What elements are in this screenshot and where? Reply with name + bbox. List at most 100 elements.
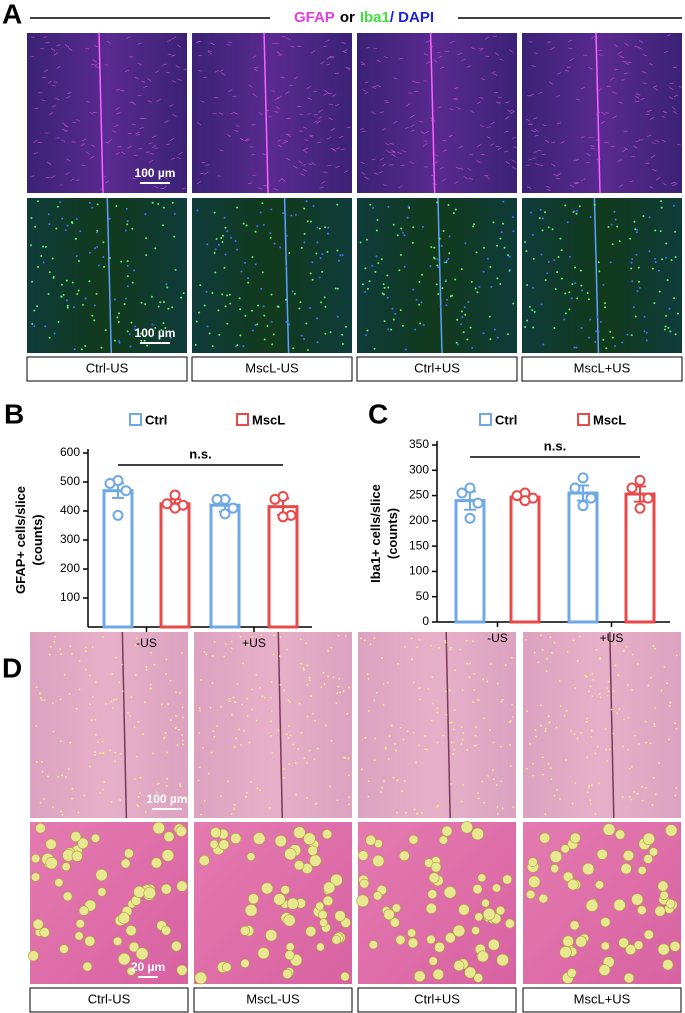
fiber — [200, 172, 205, 175]
fiber — [90, 144, 96, 147]
fiber — [677, 144, 682, 146]
fiber — [306, 85, 312, 89]
cell — [306, 684, 309, 686]
cell — [602, 338, 605, 341]
fiber — [137, 42, 142, 45]
cell — [99, 792, 102, 795]
cell — [387, 328, 390, 331]
cell — [236, 206, 239, 209]
cell — [454, 208, 457, 211]
fiber — [393, 120, 398, 124]
cell — [75, 218, 78, 221]
cell — [663, 328, 666, 331]
fiber — [393, 77, 398, 80]
legend-label: MscL — [593, 412, 626, 427]
cell — [228, 700, 231, 703]
cell — [563, 318, 566, 321]
cell — [482, 246, 485, 249]
fiber — [298, 130, 303, 132]
cell — [232, 696, 235, 699]
cell — [597, 261, 600, 264]
cell — [394, 312, 397, 315]
cell — [571, 802, 574, 805]
fiber — [469, 153, 474, 156]
significance-label: n.s. — [189, 446, 211, 461]
cell — [500, 745, 502, 748]
cell — [182, 292, 185, 295]
cell — [250, 781, 253, 783]
cell — [631, 280, 634, 283]
midline — [609, 631, 615, 819]
fiber — [323, 45, 328, 47]
fiber — [176, 156, 182, 160]
cell — [324, 305, 327, 308]
cell — [337, 259, 340, 262]
cell — [445, 304, 448, 307]
cell — [418, 303, 421, 306]
cell — [631, 258, 634, 261]
fiber — [207, 51, 212, 55]
cell — [85, 646, 87, 649]
fiber — [307, 97, 312, 101]
cell — [373, 347, 376, 350]
cell — [628, 795, 631, 798]
fiber — [470, 110, 475, 114]
cell — [376, 218, 379, 221]
neuron — [35, 822, 46, 834]
neuron — [458, 903, 470, 916]
neuron — [265, 929, 278, 942]
cell — [224, 643, 227, 645]
fiber — [197, 121, 202, 126]
micrograph — [194, 632, 352, 818]
cell — [540, 303, 543, 306]
cell — [160, 328, 163, 331]
cell — [97, 264, 100, 267]
cell — [324, 226, 327, 229]
cell — [43, 797, 45, 800]
cell — [244, 314, 247, 317]
cell — [256, 225, 259, 228]
cell — [589, 216, 592, 219]
fiber — [422, 143, 428, 147]
fiber — [359, 128, 365, 130]
fiber — [48, 112, 54, 116]
fiber — [418, 120, 423, 123]
scale-label: 100 µm — [147, 792, 188, 806]
cell — [95, 292, 98, 295]
midline — [277, 631, 284, 819]
cell — [36, 305, 39, 308]
cell — [37, 200, 40, 203]
fiber — [151, 135, 157, 138]
cell — [501, 807, 504, 810]
fiber — [330, 127, 335, 132]
cell — [49, 646, 52, 648]
cell — [592, 678, 594, 681]
cell — [240, 270, 243, 273]
cell — [324, 332, 327, 335]
neuron — [31, 853, 41, 864]
fiber — [283, 139, 289, 143]
cell — [77, 289, 80, 292]
cell — [647, 684, 650, 687]
cell — [598, 270, 601, 273]
cell — [421, 273, 424, 276]
cell — [273, 242, 276, 245]
cell — [449, 648, 452, 651]
y-axis-label: Iba1+ cells/slice (counts) — [368, 484, 400, 583]
cell — [580, 326, 583, 329]
cell — [254, 263, 257, 266]
fiber — [454, 181, 459, 184]
cell — [574, 282, 577, 285]
micrograph — [192, 33, 352, 193]
cell — [198, 766, 201, 769]
cell — [53, 640, 56, 643]
cell — [415, 761, 418, 764]
cell — [344, 757, 347, 759]
neuron — [285, 942, 295, 952]
fiber — [386, 150, 391, 154]
fiber — [114, 124, 119, 127]
fiber — [38, 142, 43, 144]
cell — [118, 341, 121, 344]
fiber — [581, 178, 586, 182]
cell — [369, 643, 372, 646]
